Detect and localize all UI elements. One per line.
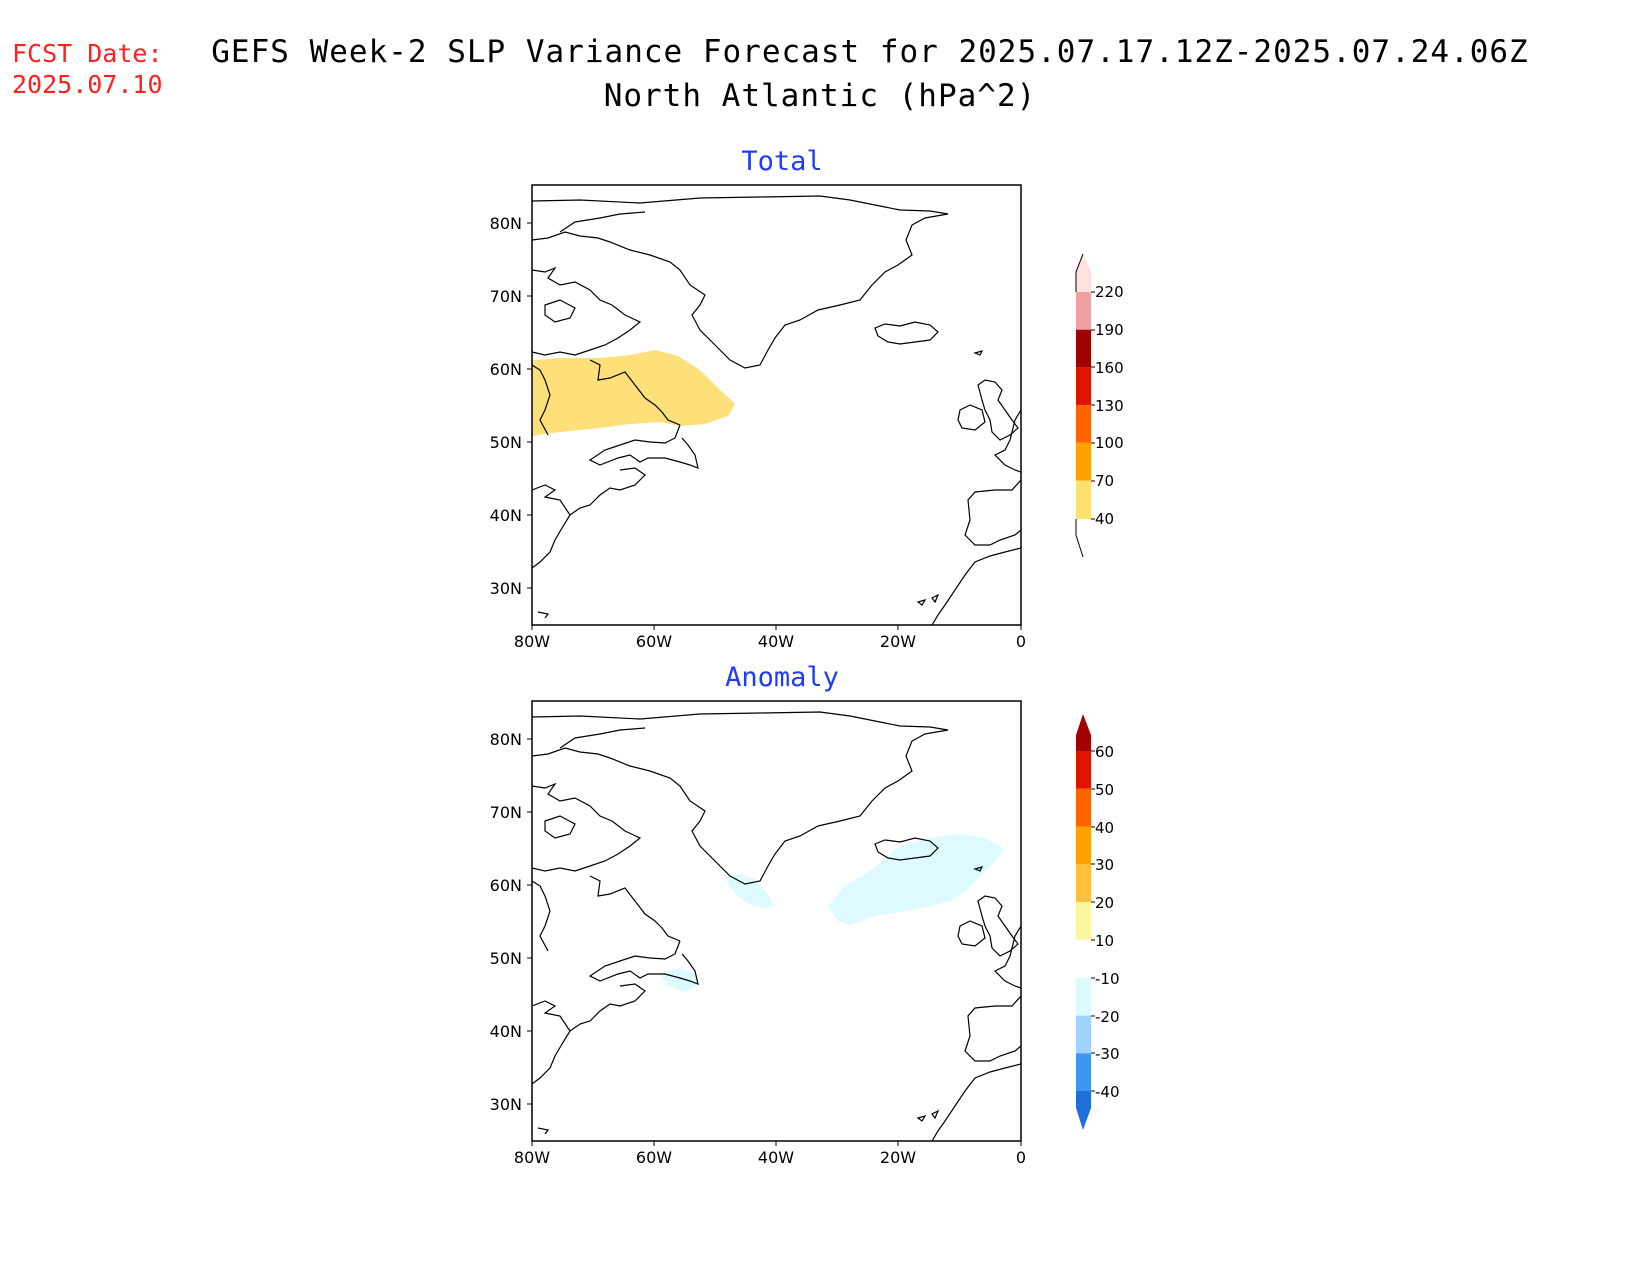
lon-tick-label: 40W [758,632,794,651]
iceland-anomaly-shading [828,834,1004,925]
lat-tick-label: 70N [490,287,522,306]
lat-tick-label: 50N [490,433,522,452]
newfoundland-anomaly-shading [660,968,698,992]
colorbar-label: 220 [1095,283,1124,301]
lon-tick-label: 20W [880,632,916,651]
lat-tick-label: 40N [490,506,522,525]
lat-tick-label: 50N [490,949,522,968]
total-lon-axis: 80W 60W 40W 20W 0 [514,625,1026,651]
colorbar-label: 100 [1095,434,1124,452]
lat-tick-label: 80N [490,214,522,233]
colorbar-label: 190 [1095,321,1124,339]
panel-title-anomaly: Anomaly [725,662,839,693]
forecast-date-value: 2025.07.10 [12,70,163,99]
chart-subtitle: North Atlantic (hPa^2) [603,78,1037,114]
anomaly-colorbar: 60 50 40 30 20 10 -10 -20 -30 -40 [1076,714,1120,1130]
colorbar-label: -10 [1095,970,1120,988]
colorbar-label: 130 [1095,397,1124,415]
lat-tick-label: 70N [490,803,522,822]
anomaly-map: 80N 70N 60N 50N 40N 30N 80W 60W 40W 20W … [490,700,1026,1167]
lat-tick-label: 30N [490,1095,522,1114]
cape-farewell-anomaly-shading [725,874,775,908]
forecast-date-label: FCST Date: [12,39,163,68]
lat-tick-label: 30N [490,579,522,598]
lon-tick-label: 80W [514,1148,550,1167]
anomaly-lat-axis: 80N 70N 60N 50N 40N 30N [490,730,532,1114]
colorbar-label: -20 [1095,1008,1120,1026]
lat-tick-label: 40N [490,1022,522,1041]
lon-tick-label: 40W [758,1148,794,1167]
colorbar-label: 40 [1095,510,1114,528]
colorbar-label: 30 [1095,856,1114,874]
lon-tick-label: 60W [636,1148,672,1167]
lon-tick-label: 80W [514,632,550,651]
colorbar-label: 60 [1095,743,1114,761]
total-colorbar: 220 190 160 130 100 70 40 [1075,253,1124,558]
colorbar-label: 20 [1095,894,1114,912]
chart-title: GEFS Week-2 SLP Variance Forecast for 20… [211,34,1529,70]
lat-tick-label: 80N [490,730,522,749]
colorbar-label: 50 [1095,781,1114,799]
lat-tick-label: 60N [490,876,522,895]
total-map: 80N 70N 60N 50N 40N 30N 80W 60W 40W 20W … [490,184,1026,651]
colorbar-label: 70 [1095,472,1114,490]
colorbar-label: -30 [1095,1045,1120,1063]
total-lat-axis: 80N 70N 60N 50N 40N 30N [490,214,532,598]
lat-tick-label: 60N [490,360,522,379]
panel-title-total: Total [741,146,823,177]
colorbar-label: -40 [1095,1083,1120,1101]
forecast-date: FCST Date: 2025.07.10 [12,38,163,100]
lon-tick-label: 20W [880,1148,916,1167]
anomaly-lon-axis: 80W 60W 40W 20W 0 [514,1141,1026,1167]
colorbar-label: 10 [1095,932,1114,950]
lon-tick-label: 60W [636,632,672,651]
lon-tick-label: 0 [1016,632,1026,651]
lon-tick-label: 0 [1016,1148,1026,1167]
labrador-sea-variance-shading [532,350,735,436]
colorbar-label: 40 [1095,819,1114,837]
colorbar-label: 160 [1095,359,1124,377]
